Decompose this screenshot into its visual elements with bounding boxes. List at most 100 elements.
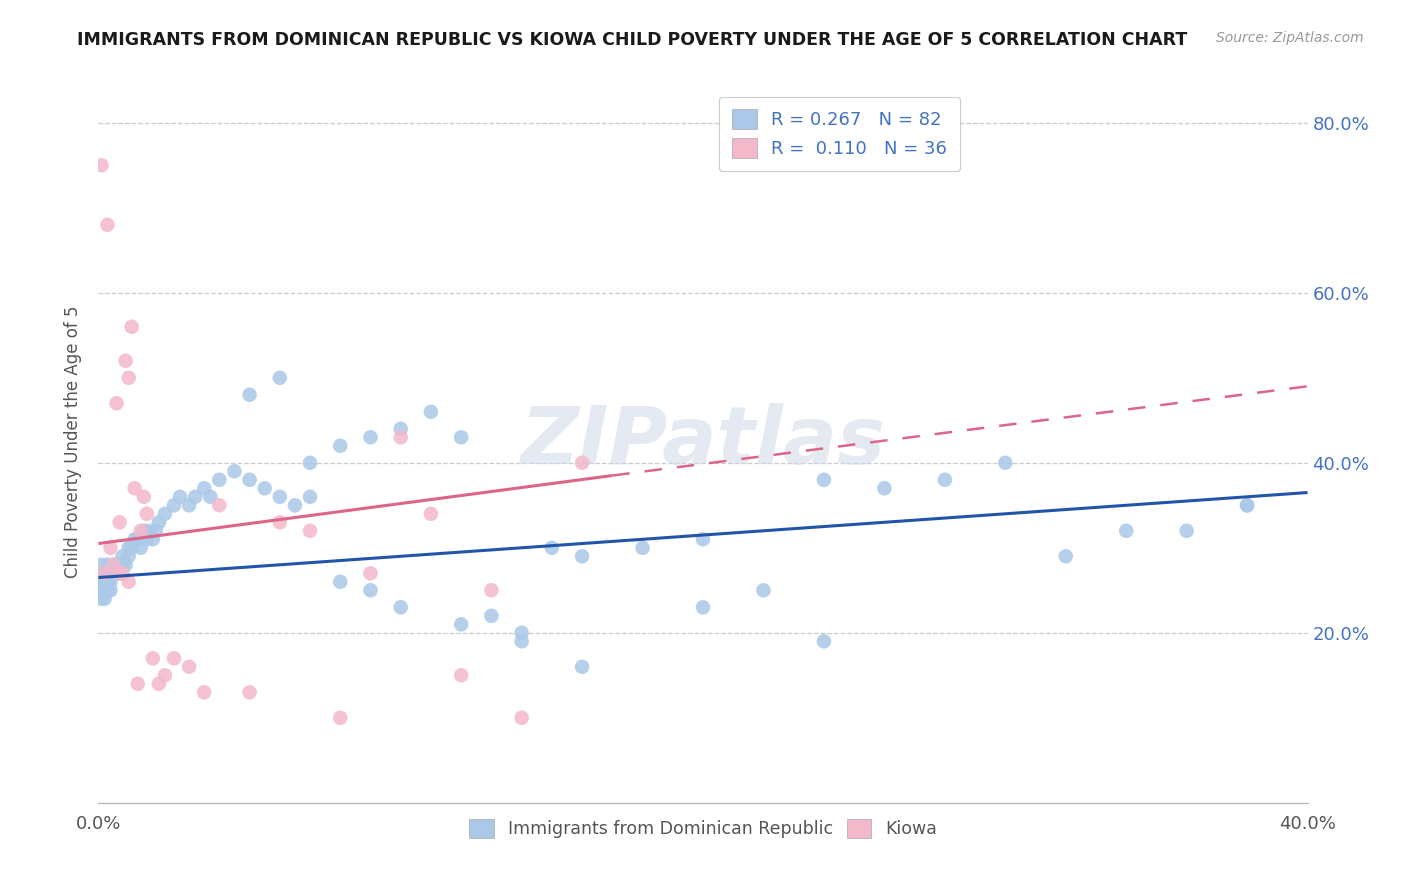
Point — [389, 422, 412, 436]
Point — [631, 541, 654, 555]
Point — [179, 498, 201, 512]
Point — [193, 481, 215, 495]
Text: IMMIGRANTS FROM DOMINICAN REPUBLIC VS KIOWA CHILD POVERTY UNDER THE AGE OF 5 COR: IMMIGRANTS FROM DOMINICAN REPUBLIC VS KI… — [77, 31, 1188, 49]
Point — [692, 600, 714, 615]
Point — [148, 677, 170, 691]
Point — [284, 498, 307, 512]
Point — [124, 481, 146, 495]
Point — [103, 558, 125, 572]
Point — [813, 473, 835, 487]
Point — [540, 541, 562, 555]
Legend: Immigrants from Dominican Republic, Kiowa: Immigrants from Dominican Republic, Kiow… — [458, 808, 948, 848]
Point — [163, 498, 186, 512]
Point — [118, 541, 141, 555]
Point — [360, 430, 382, 444]
Point — [208, 473, 231, 487]
Point — [571, 660, 593, 674]
Point — [269, 516, 291, 530]
Point — [132, 490, 155, 504]
Point — [118, 549, 141, 564]
Point — [269, 490, 291, 504]
Point — [111, 549, 134, 564]
Point — [96, 558, 118, 572]
Point — [481, 608, 503, 623]
Point — [100, 574, 122, 589]
Point — [135, 507, 157, 521]
Point — [1054, 549, 1077, 564]
Point — [299, 456, 322, 470]
Point — [93, 591, 115, 606]
Point — [111, 558, 134, 572]
Point — [135, 533, 157, 547]
Point — [90, 591, 112, 606]
Point — [389, 600, 412, 615]
Point — [299, 524, 322, 538]
Point — [93, 574, 115, 589]
Point — [100, 566, 122, 581]
Point — [96, 566, 118, 581]
Point — [153, 668, 176, 682]
Point — [108, 516, 131, 530]
Point — [139, 524, 162, 538]
Point — [103, 566, 125, 581]
Point — [299, 490, 322, 504]
Point — [752, 583, 775, 598]
Point — [111, 566, 134, 581]
Point — [481, 583, 503, 598]
Point — [692, 533, 714, 547]
Point — [90, 574, 112, 589]
Point — [145, 524, 167, 538]
Point — [208, 498, 231, 512]
Point — [450, 430, 472, 444]
Point — [114, 353, 136, 368]
Point — [121, 319, 143, 334]
Point — [239, 388, 262, 402]
Point — [329, 439, 352, 453]
Point — [1236, 498, 1258, 512]
Point — [93, 566, 115, 581]
Text: ZIPatlas: ZIPatlas — [520, 402, 886, 481]
Point — [129, 524, 152, 538]
Point — [105, 396, 128, 410]
Point — [420, 507, 443, 521]
Point — [510, 634, 533, 648]
Point — [163, 651, 186, 665]
Point — [239, 473, 262, 487]
Point — [571, 549, 593, 564]
Point — [90, 158, 112, 172]
Point — [105, 566, 128, 581]
Point — [124, 533, 146, 547]
Point — [873, 481, 896, 495]
Point — [100, 541, 122, 555]
Point — [571, 456, 593, 470]
Y-axis label: Child Poverty Under the Age of 5: Child Poverty Under the Age of 5 — [63, 305, 82, 578]
Point — [108, 566, 131, 581]
Point — [93, 566, 115, 581]
Point — [100, 583, 122, 598]
Point — [118, 574, 141, 589]
Point — [193, 685, 215, 699]
Point — [142, 651, 165, 665]
Point — [360, 566, 382, 581]
Point — [450, 668, 472, 682]
Point — [179, 660, 201, 674]
Point — [127, 677, 149, 691]
Point — [148, 516, 170, 530]
Point — [103, 558, 125, 572]
Point — [224, 464, 246, 478]
Point — [105, 558, 128, 572]
Point — [121, 541, 143, 555]
Point — [269, 371, 291, 385]
Point — [93, 583, 115, 598]
Point — [184, 490, 207, 504]
Point — [108, 558, 131, 572]
Point — [934, 473, 956, 487]
Point — [450, 617, 472, 632]
Point — [1175, 524, 1198, 538]
Point — [142, 533, 165, 547]
Point — [510, 711, 533, 725]
Point — [96, 583, 118, 598]
Point — [1115, 524, 1137, 538]
Point — [127, 533, 149, 547]
Point — [360, 583, 382, 598]
